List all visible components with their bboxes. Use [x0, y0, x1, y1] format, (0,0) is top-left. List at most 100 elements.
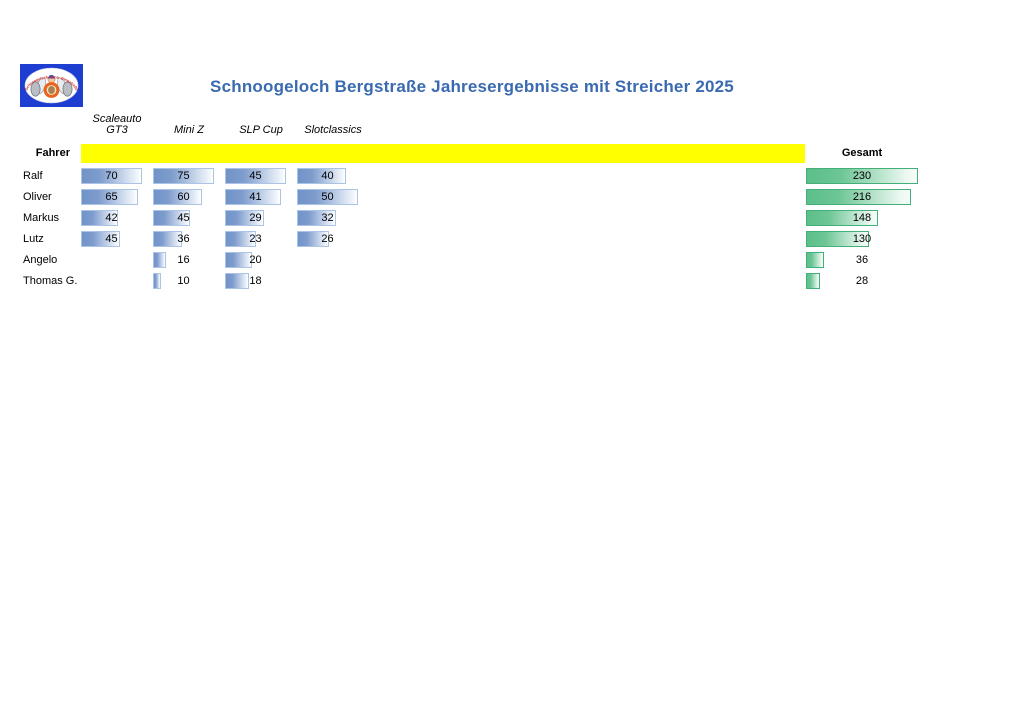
table-row: Lutz 45 36 23 26 130 — [0, 231, 1024, 247]
score-data-bar — [153, 273, 162, 289]
score-data-bar — [153, 168, 214, 184]
score-cell: 20 — [225, 252, 286, 268]
column-header-slp-cup: SLP Cup — [239, 124, 283, 136]
score-value: 41 — [249, 191, 262, 203]
score-cell: 36 — [153, 231, 214, 247]
total-value: 216 — [852, 191, 872, 203]
score-data-bar — [81, 168, 142, 184]
page-title: Schnoogeloch Bergstraße Jahresergebnisse… — [210, 77, 734, 96]
column-header-slotclassics: Slotclassics — [304, 124, 362, 136]
total-value: 28 — [855, 275, 869, 287]
mascot-cap-icon — [47, 74, 56, 79]
score-data-bar — [225, 210, 265, 226]
score-cell: 45 — [225, 168, 286, 184]
score-data-bar — [153, 189, 202, 205]
score-cell: 32 — [297, 210, 358, 226]
score-cell: 23 — [225, 231, 286, 247]
score-cell: 65 — [81, 189, 142, 205]
total-cell: 230 — [806, 168, 918, 184]
score-value: 32 — [321, 212, 334, 224]
mascot-wheel-left-icon — [30, 81, 41, 97]
score-value: 20 — [249, 254, 262, 266]
table-row: Angelo 16 20 36 — [0, 252, 1024, 268]
row-header-fahrer: Fahrer — [35, 147, 70, 159]
score-value: 45 — [105, 233, 118, 245]
score-value: 18 — [249, 275, 262, 287]
score-value: 65 — [105, 191, 118, 203]
total-data-bar — [806, 273, 820, 289]
score-cell: 42 — [81, 210, 142, 226]
score-value: 75 — [177, 170, 190, 182]
score-data-bar — [225, 189, 281, 205]
score-value: 45 — [177, 212, 190, 224]
score-value: 45 — [249, 170, 262, 182]
score-cell: 50 — [297, 189, 358, 205]
column-header-scaleauto-gt3: Scaleauto GT3 — [92, 113, 142, 136]
score-value: 26 — [321, 233, 334, 245]
score-data-bar — [225, 231, 257, 247]
mascot-wheel-right-icon — [62, 81, 73, 97]
total-cell: 36 — [806, 252, 918, 268]
score-data-bar — [297, 168, 346, 184]
table-row: Oliver 65 60 41 50 216 — [0, 189, 1024, 205]
yellow-header-band — [81, 144, 805, 163]
driver-name: Angelo — [23, 254, 58, 266]
score-cell: 45 — [81, 231, 142, 247]
driver-name: Thomas G. — [23, 275, 78, 287]
score-cell: 75 — [153, 168, 214, 184]
total-value: 230 — [852, 170, 872, 182]
club-logo: Schnoogeloch-Racer-Bergstraße — [20, 64, 83, 107]
score-data-bar — [297, 231, 329, 247]
score-cell: 18 — [225, 273, 286, 289]
score-data-bar — [81, 231, 121, 247]
score-cell: 40 — [297, 168, 358, 184]
score-data-bar — [225, 252, 253, 268]
score-value: 60 — [177, 191, 190, 203]
score-cell: 70 — [81, 168, 142, 184]
score-value: 50 — [321, 191, 334, 203]
total-data-bar — [806, 252, 824, 268]
driver-name: Markus — [23, 212, 60, 224]
column-header-gesamt: Gesamt — [841, 147, 883, 159]
score-cell — [81, 252, 142, 268]
mascot-body-icon — [48, 86, 55, 94]
score-cell — [297, 273, 358, 289]
score-cell: 10 — [153, 273, 214, 289]
score-data-bar — [153, 252, 166, 268]
table-row: Ralf 70 75 45 40 230 — [0, 168, 1024, 184]
score-cell — [297, 252, 358, 268]
score-data-bar — [153, 210, 190, 226]
score-data-bar — [81, 189, 138, 205]
driver-name: Lutz — [23, 233, 44, 245]
score-value: 23 — [249, 233, 262, 245]
total-value: 148 — [852, 212, 872, 224]
total-data-bar — [806, 231, 870, 247]
column-header-mini-z: Mini Z — [174, 124, 204, 136]
total-data-bar — [806, 210, 879, 226]
table-row: Thomas G. 10 18 28 — [0, 273, 1024, 289]
total-value: 130 — [852, 233, 872, 245]
score-cell: 16 — [153, 252, 214, 268]
score-cell: 45 — [153, 210, 214, 226]
score-value: 42 — [105, 212, 118, 224]
club-logo-image: Schnoogeloch-Racer-Bergstraße — [20, 64, 83, 107]
score-value: 70 — [105, 170, 118, 182]
total-cell: 28 — [806, 273, 918, 289]
total-data-bar — [806, 189, 912, 205]
score-data-bar — [225, 168, 286, 184]
score-cell: 41 — [225, 189, 286, 205]
total-cell: 130 — [806, 231, 918, 247]
score-cell: 29 — [225, 210, 286, 226]
score-cell — [81, 273, 142, 289]
score-value: 16 — [177, 254, 190, 266]
total-cell: 148 — [806, 210, 918, 226]
score-data-bar — [81, 210, 118, 226]
score-value: 29 — [249, 212, 262, 224]
score-data-bar — [225, 273, 250, 289]
score-value: 40 — [321, 170, 334, 182]
score-cell: 26 — [297, 231, 358, 247]
score-data-bar — [297, 189, 358, 205]
total-cell: 216 — [806, 189, 918, 205]
score-value: 10 — [177, 275, 190, 287]
